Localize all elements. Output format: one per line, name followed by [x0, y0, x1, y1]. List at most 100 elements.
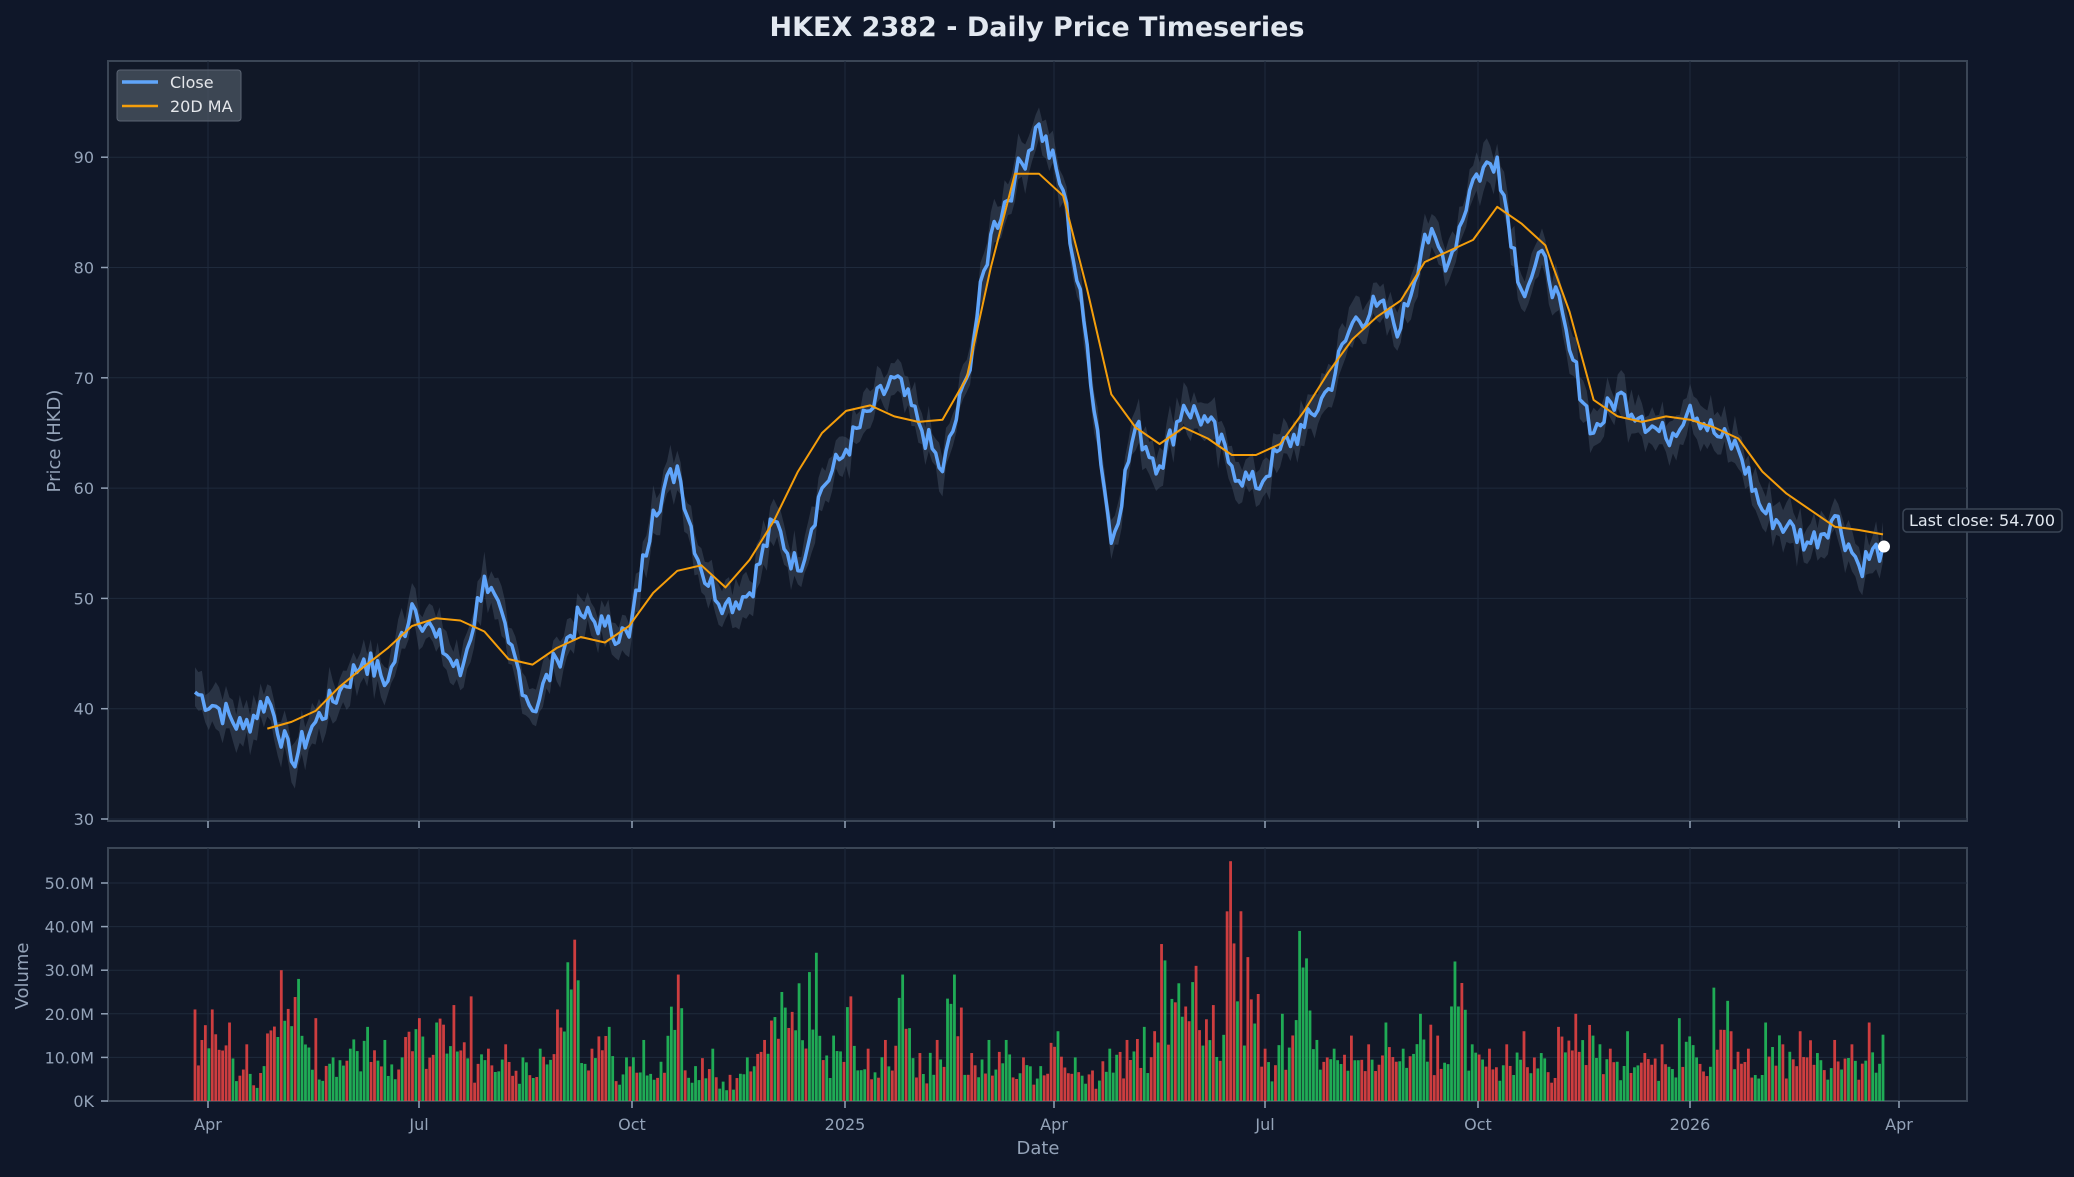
volume-bar — [1501, 1065, 1505, 1101]
volume-bar — [1757, 1078, 1761, 1101]
volume-bar — [1391, 1057, 1395, 1101]
volume-bar — [1118, 1051, 1122, 1101]
volume-bar — [808, 972, 811, 1101]
volume-bar — [1784, 1078, 1788, 1101]
volume-bar — [1308, 1010, 1312, 1101]
volume-bar — [300, 1035, 304, 1101]
volume-bar — [1184, 1006, 1188, 1101]
volume-bar — [1840, 1069, 1843, 1101]
volume-bar — [1070, 1073, 1074, 1101]
volume-bar — [559, 1027, 563, 1101]
volume-bar — [721, 1081, 725, 1101]
legend: Close 20D MA — [116, 69, 242, 122]
volume-bar — [228, 1022, 231, 1101]
volume-bar — [1684, 1041, 1688, 1101]
volume-bar — [984, 1073, 987, 1101]
volume-bar — [932, 1074, 936, 1101]
volume-bar — [904, 1028, 908, 1101]
volume-bar — [1122, 1078, 1125, 1101]
volume-bar — [621, 1074, 625, 1101]
volume-bar — [1280, 1013, 1284, 1101]
volume-bar — [987, 1039, 991, 1101]
volume-bar — [248, 1073, 252, 1101]
volume-bar — [1601, 1074, 1605, 1101]
volume-bar — [811, 1029, 815, 1101]
volume-bar — [210, 1009, 214, 1101]
volume-bar — [269, 1030, 273, 1101]
volume-bar — [1519, 1059, 1522, 1101]
volume-bar — [1091, 1070, 1094, 1101]
volume-tick-label: 30.0M — [45, 961, 94, 980]
volume-bar — [1170, 998, 1174, 1101]
volume-bar — [849, 996, 853, 1101]
volume-bar — [321, 1080, 325, 1101]
volume-bar — [573, 939, 577, 1101]
volume-bar — [473, 1082, 477, 1101]
volume-bar — [528, 1075, 532, 1101]
volume-bar — [1111, 1072, 1115, 1101]
volume-bar — [1529, 1073, 1533, 1101]
volume-bar — [690, 1082, 694, 1101]
volume-bar — [1463, 1009, 1467, 1101]
volume-bar — [1194, 965, 1198, 1101]
volume-bar — [1546, 1072, 1550, 1101]
legend-close-label: Close — [170, 73, 214, 92]
volume-bar — [1829, 1068, 1833, 1101]
price-tick-label: 70 — [74, 369, 94, 388]
volume-bar — [455, 1051, 459, 1101]
volume-bar — [963, 1074, 967, 1101]
volume-bar — [1722, 1029, 1726, 1101]
volume-bar — [1180, 1016, 1184, 1101]
volume-bar — [400, 1057, 404, 1101]
volume-bar — [1791, 1059, 1795, 1101]
volume-bar — [828, 1078, 832, 1101]
price-tick-label: 90 — [74, 148, 94, 167]
volume-bar — [480, 1054, 483, 1101]
x-tick-label: 2026 — [1670, 1115, 1711, 1134]
volume-bar — [1001, 1063, 1005, 1101]
price-tick-label: 40 — [74, 700, 94, 719]
volume-bar — [348, 1048, 352, 1101]
volume-bar — [335, 1076, 338, 1101]
volume-bar — [1432, 1075, 1436, 1101]
volume-bar — [1688, 1036, 1692, 1101]
volume-bar — [1505, 1044, 1509, 1101]
volume-bar — [580, 1063, 584, 1101]
volume-bar — [1733, 1069, 1736, 1101]
volume-bar — [887, 1066, 891, 1101]
volume-bar — [1853, 1060, 1857, 1101]
volume-bar — [1060, 1056, 1063, 1101]
volume-bar — [469, 996, 473, 1101]
volume-bar — [1263, 1048, 1267, 1101]
volume-bar — [704, 1078, 708, 1101]
volume-bar — [590, 1048, 594, 1101]
volume-bar — [1104, 1071, 1108, 1101]
volume-bar — [1740, 1063, 1743, 1101]
volume-bar — [1146, 1073, 1150, 1101]
volume-bar — [842, 1061, 846, 1101]
volume-bar — [1346, 1070, 1350, 1101]
volume-bar — [787, 1027, 791, 1101]
volume-bar — [1277, 1045, 1281, 1101]
volume-bar — [1173, 1002, 1177, 1101]
volume-bar — [759, 1051, 763, 1101]
volume-bar — [1653, 1058, 1657, 1101]
volume-bar — [649, 1073, 653, 1101]
volume-bar — [587, 1070, 590, 1101]
volume-bar — [1764, 1022, 1768, 1101]
last-close-marker — [1878, 540, 1890, 553]
volume-bar — [1588, 1024, 1591, 1101]
volume-bar — [1671, 1069, 1674, 1101]
volume-bar — [1833, 1039, 1837, 1101]
volume-bar — [1028, 1066, 1032, 1101]
volume-bar — [1325, 1057, 1329, 1101]
volume-bar — [442, 1024, 445, 1101]
volume-bar — [1864, 1060, 1868, 1101]
volume-bar — [846, 1007, 849, 1101]
volume-bar — [877, 1077, 880, 1101]
volume-bar — [1508, 1065, 1512, 1101]
volume-bar — [224, 1045, 228, 1101]
volume-bar — [825, 1055, 829, 1101]
volume-bar — [355, 1051, 359, 1101]
